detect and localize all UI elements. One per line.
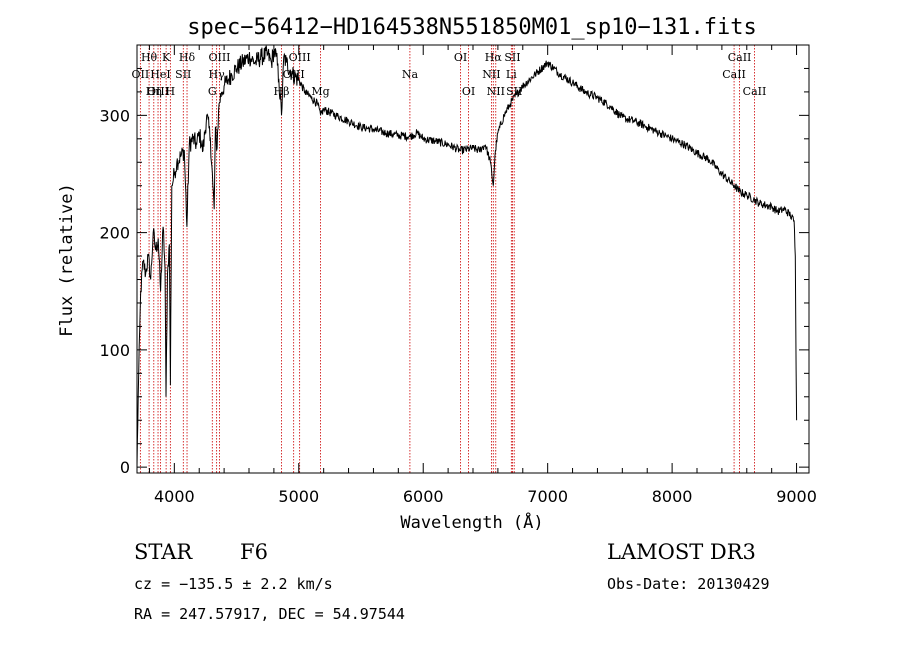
y-tick-label: 0 [120, 458, 130, 477]
chart-title: spec−56412−HD164538N551850M01_sp10−131.f… [187, 15, 757, 40]
spectral-line-label: OIII [289, 51, 311, 64]
spectral-line-label: HeI [150, 68, 170, 81]
x-tick-label: 7000 [527, 487, 568, 506]
spectral-line-label: K [162, 51, 171, 64]
y-axis-ticks: 0 100 200 300 [99, 67, 809, 477]
spectral-line-label: CaII [728, 51, 752, 64]
obs-date: Obs-Date: 20130429 [607, 575, 770, 593]
spectral-line-label: OIII [147, 85, 169, 98]
x-tick-label: 4000 [154, 487, 195, 506]
ra-dec: RA = 247.57917, DEC = 54.97544 [134, 605, 405, 623]
spectral-line-label: Hα [485, 51, 503, 64]
x-tick-label: 9000 [776, 487, 817, 506]
spectral-line-label: Hη [146, 85, 162, 98]
y-tick-label: 100 [99, 341, 130, 360]
survey-name: LAMOST DR3 [607, 540, 756, 564]
spectral-line-label: NII [487, 85, 505, 98]
spectral-line-label: H [166, 85, 176, 98]
spectral-line-label: OII [132, 68, 150, 81]
y-axis-label: Flux (relative) [57, 183, 77, 337]
spectral-line-label: Hθ [141, 51, 158, 64]
spectral-line-label: OI [462, 85, 475, 98]
spectral-line-label: OI [454, 51, 467, 64]
x-axis-label: Wavelength (Å) [400, 511, 543, 533]
spectral-line-label: Hγ [209, 68, 226, 81]
spectral-line-label: SII [504, 51, 520, 64]
object-subclass: F6 [240, 540, 268, 564]
spectral-line-markers [139, 45, 755, 473]
x-tick-label: 5000 [278, 487, 319, 506]
spectral-line-label: Mg [311, 85, 329, 98]
spectral-line-label: Hβ [274, 85, 290, 98]
spectral-line-label: Hδ [179, 51, 196, 64]
spectral-line-label: Na [402, 68, 419, 81]
spectrum-series-line [136, 45, 798, 468]
x-tick-label: 8000 [652, 487, 693, 506]
plot-frame [136, 44, 810, 474]
redshift-cz: cz = −135.5 ± 2.2 km/s [134, 575, 333, 593]
y-tick-label: 300 [99, 106, 130, 125]
spectral-line-label: OIII [208, 51, 230, 64]
spectral-line-label: Li [506, 68, 517, 81]
spectral-line-label: CaII [722, 68, 746, 81]
x-tick-label: 6000 [403, 487, 444, 506]
spectral-line-label: CaII [743, 85, 767, 98]
x-axis-ticks: 4000 5000 6000 7000 8000 9000 [148, 45, 817, 506]
spectral-line-label: G [208, 85, 217, 98]
spectral-line-label: SII [175, 68, 191, 81]
y-tick-label: 200 [99, 224, 130, 243]
spectral-line-label: NII [482, 68, 500, 81]
object-class: STAR [134, 540, 193, 564]
